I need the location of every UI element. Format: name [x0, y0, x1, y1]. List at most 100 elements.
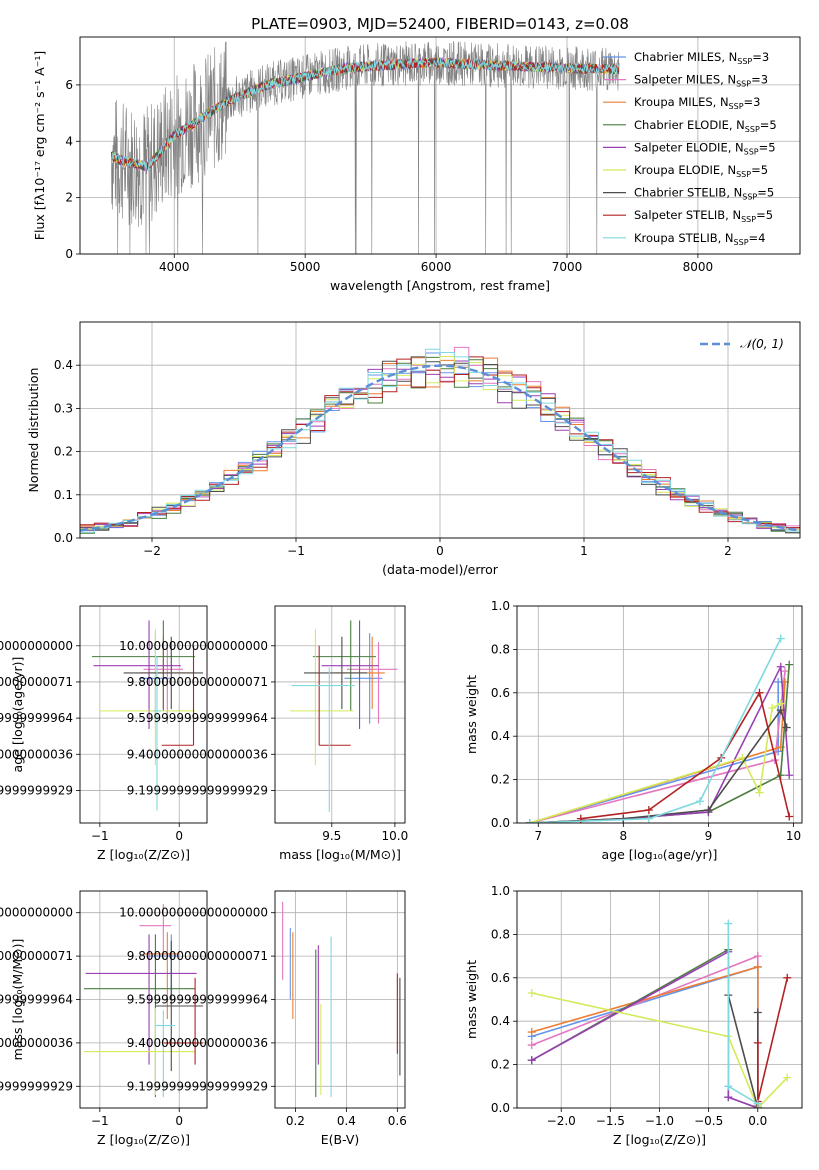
y-tick-label: 6 [65, 78, 73, 92]
errorbar-point [161, 645, 195, 746]
y-tick-label: 10.00000000000000000 [119, 639, 268, 653]
y-tick-label: 9.80000000000000071 [127, 949, 268, 963]
plot-area [83, 904, 204, 1098]
x-tick-label: −1 [91, 1114, 109, 1128]
y-tick-label: 9.59999999999999964 [0, 993, 73, 1007]
y-tick-label: 0.6 [491, 686, 510, 700]
y-tick-label: 0.8 [491, 642, 510, 656]
gaussian-curve [80, 364, 800, 532]
weight-line [531, 954, 759, 1106]
y-tick-label: 9.80000000000000071 [0, 949, 73, 963]
weight-line [531, 948, 759, 1108]
plot-area [282, 901, 401, 1098]
axes-frame [516, 890, 803, 1109]
x-tick-label: 1 [580, 544, 588, 558]
y-tick-label: 1.0 [491, 884, 510, 898]
x-tick-label: 9 [705, 829, 713, 843]
chart-age-weight: 7 8 9 10 0.0 0.2 0.4 0.6 0.8 1.0 age [log₁₀(age/yr… [464, 599, 803, 862]
x-tick-label: 8 [620, 829, 628, 843]
weight-marker [724, 919, 733, 928]
weight-marker [783, 1073, 792, 1082]
x-tick-label: 9.5 [322, 829, 341, 843]
y-tick-label: 0.1 [54, 488, 73, 502]
weight-series [525, 634, 785, 823]
y-tick-label: 0.4 [54, 358, 73, 372]
weight-line [531, 950, 759, 1108]
x-axis-label: wavelength [Angstrom, rest frame] [330, 278, 550, 293]
x-tick-label: −2.0 [547, 1114, 576, 1128]
errorbar-point [290, 629, 354, 766]
weight-line [727, 994, 759, 1108]
weight-marker [782, 723, 791, 732]
y-tick-label: 4 [65, 134, 73, 148]
x-axis-label: Z [log₁₀(Z/Z⊙)] [97, 1132, 190, 1147]
chart-mass-age: 9.5 10.0 9.19999999999999929 9.400000000000… [119, 605, 408, 862]
y-tick-label: 9.40000000000000036 [127, 1036, 268, 1050]
legend-entry: Chabrier ELODIE, NSSP=5 [634, 118, 777, 134]
errorbar-point [83, 1008, 196, 1095]
axes-frame [516, 605, 803, 824]
weight-marker [776, 706, 785, 715]
errorbar-point [85, 934, 197, 1065]
x-tick-label: 7000 [552, 260, 583, 274]
y-tick-label: 2 [65, 191, 73, 205]
y-tick-label: 0.0 [491, 1101, 510, 1115]
x-tick-label: 7 [534, 829, 542, 843]
axes-frame [274, 890, 406, 1109]
plot-area [525, 634, 794, 823]
y-tick-label: 9.19999999999999929 [127, 783, 268, 797]
y-tick-label: 10.00000000000000000 [0, 906, 73, 920]
x-tick-label: −1.0 [645, 1114, 674, 1128]
errorbar-point [155, 1010, 176, 1098]
errorbar-point [99, 629, 196, 766]
x-tick-label: 0.6 [388, 1114, 407, 1128]
errorbar-point [304, 636, 368, 710]
y-tick-label: 9.40000000000000036 [0, 1036, 73, 1050]
y-tick-label: 9.80000000000000071 [0, 675, 73, 689]
weight-series [525, 699, 785, 823]
plot-area [527, 919, 792, 1108]
x-axis-label: Z [log₁₀(Z/Z⊙)] [613, 1132, 706, 1147]
x-tick-label: 5000 [290, 260, 321, 274]
axes-frame [79, 321, 801, 539]
weight-marker [785, 660, 794, 669]
x-axis-label: (data-model)/error [382, 562, 499, 577]
y-tick-label: 9.40000000000000036 [127, 747, 268, 761]
legend-entry: Kroupa STELIB, NSSP=4 [634, 231, 765, 247]
chart-z-mass: −1 0 9.19999999999999929 9.4000000000000003… [0, 890, 208, 1147]
y-tick-label: 9.19999999999999929 [0, 783, 73, 797]
weight-marker [783, 973, 792, 982]
y-axis-label: age [log₁₀(age/yr)] [10, 657, 25, 773]
legend-entry: Salpeter MILES, NSSP=3 [634, 73, 768, 89]
legend-entry: Salpeter STELIB, NSSP=5 [634, 208, 773, 224]
weight-marker [527, 1028, 536, 1037]
weight-marker [753, 1008, 762, 1017]
weight-line [531, 965, 759, 1108]
weight-marker [768, 703, 777, 712]
x-tick-label: −2 [143, 544, 161, 558]
weight-marker [695, 797, 704, 806]
y-tick-label: 0.8 [491, 927, 510, 941]
x-tick-label: −0.5 [694, 1114, 723, 1128]
model-series [111, 58, 620, 172]
chart-residuals: −2 −1 0 1 2 0.0 0.1 0.2 0.3 0.4 (data-model)/error… [26, 321, 801, 577]
errorbar-point [153, 656, 161, 811]
x-axis-label: age [log₁₀(age/yr)] [602, 847, 718, 862]
errorbar-point [123, 636, 204, 710]
chart-z-weight: −2.0 −1.5 −1.0 −0.5 0.0 0.0 0.2 0.4 0.6 0.8 1.0 Z [… [464, 884, 803, 1147]
errorbar-point [318, 645, 351, 746]
errorbar-point [344, 633, 383, 724]
x-tick-label: 10 [786, 829, 801, 843]
errorbar-point [163, 977, 204, 1065]
weight-marker [644, 805, 653, 814]
weight-marker [776, 634, 785, 643]
weight-series [724, 919, 762, 1108]
x-tick-label: −1.5 [596, 1114, 625, 1128]
weight-series [724, 991, 762, 1108]
y-axis-label: mass [log₁₀(M/M⊙)] [10, 939, 25, 1061]
weight-series [527, 962, 762, 1108]
legend-entry: Kroupa ELODIE, NSSP=5 [634, 163, 768, 179]
y-axis-label: Normed distribution [26, 368, 41, 493]
weight-marker [755, 688, 764, 697]
weight-line [529, 638, 782, 823]
